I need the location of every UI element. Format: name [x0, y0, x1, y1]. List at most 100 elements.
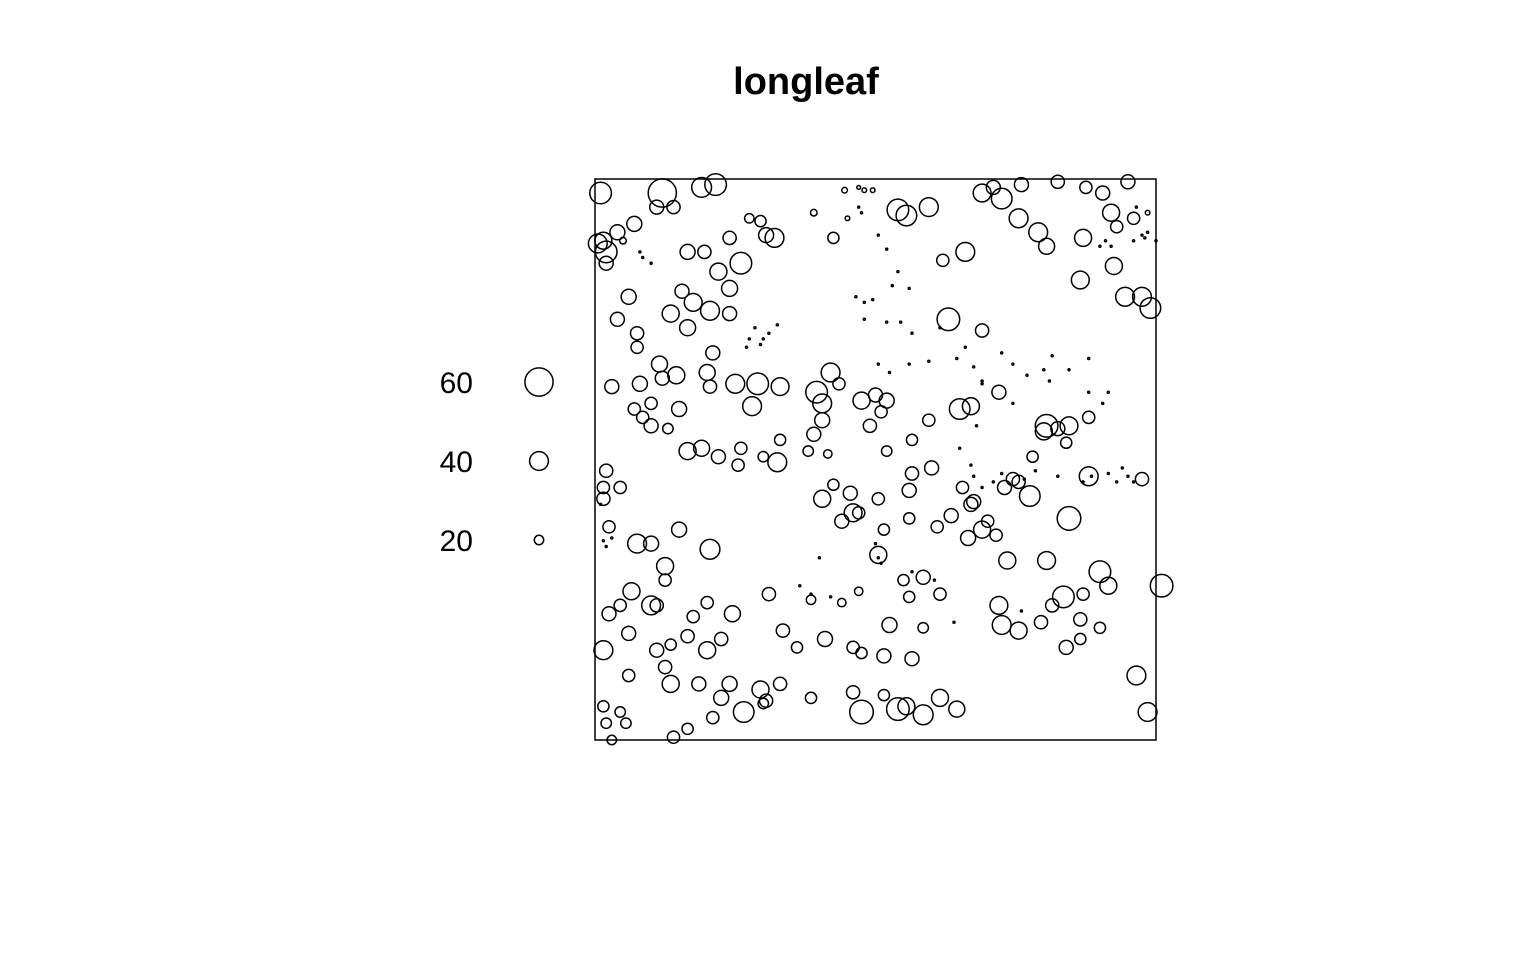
sapling-mark — [887, 370, 892, 375]
tree-mark — [877, 523, 891, 536]
tree-mark — [1131, 286, 1153, 307]
sapling-mark — [1106, 471, 1111, 476]
sapling-mark — [1100, 401, 1105, 406]
tree-mark — [841, 186, 849, 194]
tree-mark — [1059, 416, 1079, 436]
tree-mark — [861, 187, 868, 194]
tree-mark — [991, 614, 1012, 636]
tree-mark — [998, 551, 1017, 570]
sapling-mark — [980, 485, 984, 490]
sapling-mark — [761, 337, 766, 341]
tree-mark — [1051, 585, 1075, 609]
tree-mark — [842, 485, 859, 501]
sapling-mark — [747, 337, 752, 341]
sapling-mark — [876, 233, 881, 237]
tree-mark — [764, 227, 785, 249]
sapling-mark — [1011, 362, 1015, 366]
tree-mark — [852, 391, 871, 410]
tree-mark — [933, 587, 947, 601]
tree-mark — [948, 397, 971, 421]
legend-label: 60 — [440, 367, 473, 400]
tree-mark — [846, 640, 860, 655]
sapling-mark — [991, 480, 996, 484]
tree-mark — [1056, 505, 1082, 531]
sapling-mark — [856, 205, 861, 209]
tree-mark — [666, 199, 681, 215]
tree-mark — [721, 675, 738, 693]
tree-mark — [877, 688, 891, 702]
tree-mark — [917, 621, 930, 634]
tree-mark — [1009, 621, 1028, 640]
tree-mark — [761, 586, 777, 602]
tree-mark — [805, 594, 817, 606]
tree-mark — [804, 691, 818, 705]
sapling-mark — [955, 356, 959, 361]
tree-mark — [1079, 180, 1093, 195]
tree-mark — [1114, 286, 1136, 307]
tree-mark — [1011, 474, 1026, 490]
tree-mark — [757, 697, 770, 710]
sapling-mark — [809, 592, 813, 596]
sapling-mark — [957, 446, 962, 451]
tree-marks — [587, 173, 1174, 746]
tree-mark — [644, 396, 658, 411]
sapling-mark — [932, 578, 937, 582]
tree-mark — [773, 433, 787, 447]
tree-mark — [661, 422, 674, 435]
tree-mark — [856, 184, 862, 191]
tree-mark — [654, 370, 671, 386]
tree-mark — [915, 569, 931, 586]
sapling-mark — [1050, 353, 1054, 358]
sapling-mark — [1114, 480, 1119, 484]
tree-mark — [658, 573, 672, 587]
sapling-mark — [1131, 238, 1136, 243]
tree-mark — [965, 493, 982, 510]
sapling-mark — [938, 325, 942, 330]
tree-mark — [629, 325, 645, 341]
tree-mark — [834, 513, 850, 529]
sapling-mark — [884, 247, 889, 251]
tree-mark — [832, 376, 846, 391]
tree-mark — [680, 628, 695, 644]
tree-mark — [1034, 413, 1059, 438]
sapling-mark — [604, 544, 608, 549]
tree-mark — [597, 699, 610, 713]
tree-mark — [732, 700, 755, 724]
tree-mark — [775, 623, 791, 638]
sapling-mark — [1086, 356, 1091, 361]
tree-mark — [594, 231, 613, 250]
size-legend: 60 40 20 — [440, 367, 554, 558]
tree-mark — [720, 279, 739, 298]
tree-mark — [1073, 632, 1087, 646]
sapling-mark — [598, 502, 603, 507]
tree-mark — [959, 529, 977, 547]
sapling-mark — [1011, 401, 1015, 406]
sapling-mark — [1143, 236, 1147, 240]
tree-mark — [596, 491, 611, 507]
tree-mark — [845, 684, 861, 700]
tree-mark — [961, 396, 981, 416]
tree-mark — [604, 378, 620, 395]
sapling-mark — [1103, 238, 1108, 243]
tree-mark — [721, 305, 738, 322]
tree-mark — [897, 573, 910, 587]
tree-mark — [598, 463, 614, 479]
tree-mark — [869, 187, 876, 194]
tree-mark — [648, 642, 665, 658]
sapling-mark — [828, 595, 833, 599]
tree-mark — [678, 318, 697, 337]
tree-mark — [1101, 203, 1121, 222]
sapling-mark — [610, 536, 614, 540]
tree-mark — [921, 413, 936, 428]
tree-mark — [640, 595, 662, 616]
tree-mark — [1037, 237, 1056, 256]
tree-mark — [698, 363, 716, 382]
tree-mark — [601, 606, 617, 622]
tree-mark — [881, 616, 898, 634]
sapling-mark — [1120, 466, 1125, 470]
tree-mark — [853, 586, 864, 597]
tree-mark — [1072, 612, 1088, 627]
tree-mark — [912, 704, 934, 726]
tree-mark — [596, 480, 611, 495]
sapling-mark — [862, 317, 867, 322]
